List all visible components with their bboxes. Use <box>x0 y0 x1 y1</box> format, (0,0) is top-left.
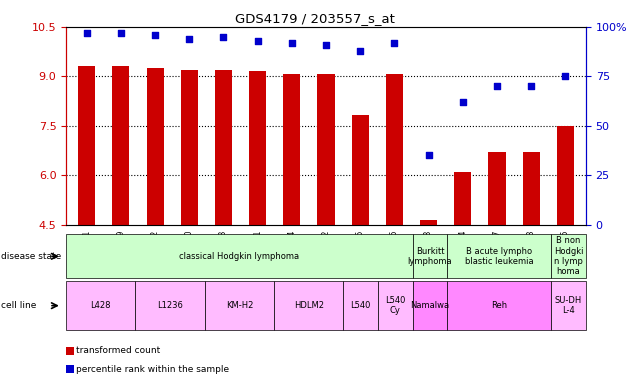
Text: percentile rank within the sample: percentile rank within the sample <box>76 364 229 374</box>
Point <box>321 41 331 48</box>
Point <box>458 99 468 105</box>
Bar <box>78 66 95 225</box>
Point <box>423 152 433 159</box>
Bar <box>205 281 274 330</box>
Text: disease state: disease state <box>1 252 62 261</box>
Bar <box>135 281 205 330</box>
Bar <box>447 234 551 278</box>
Bar <box>147 68 164 225</box>
Text: Burkitt
lymphoma: Burkitt lymphoma <box>408 247 452 266</box>
Point <box>355 48 365 54</box>
Bar <box>66 281 135 330</box>
Text: classical Hodgkin lymphoma: classical Hodgkin lymphoma <box>180 252 299 261</box>
Bar <box>557 126 574 225</box>
Text: L540
Cy: L540 Cy <box>385 296 406 315</box>
Point <box>219 34 229 40</box>
Text: B non
Hodgki
n lymp
homa: B non Hodgki n lymp homa <box>554 236 583 276</box>
Point <box>116 30 126 36</box>
Bar <box>386 74 403 225</box>
Bar <box>523 152 540 225</box>
Text: cell line: cell line <box>1 301 37 310</box>
Bar <box>551 281 586 330</box>
Text: L540: L540 <box>350 301 371 310</box>
Bar <box>112 66 129 225</box>
Bar <box>352 115 369 225</box>
Bar <box>274 281 343 330</box>
Text: L1236: L1236 <box>157 301 183 310</box>
Text: transformed count: transformed count <box>76 346 160 356</box>
Bar <box>413 281 447 330</box>
Text: SU-DH
L-4: SU-DH L-4 <box>555 296 582 315</box>
Bar <box>378 281 413 330</box>
Text: Namalwa: Namalwa <box>410 301 450 310</box>
Point <box>389 40 399 46</box>
Text: Reh: Reh <box>491 301 507 310</box>
Bar <box>447 281 551 330</box>
Point <box>82 30 92 36</box>
Point <box>150 32 160 38</box>
Point <box>526 83 536 89</box>
Text: B acute lympho
blastic leukemia: B acute lympho blastic leukemia <box>465 247 534 266</box>
Bar <box>413 234 447 278</box>
Bar <box>249 71 266 225</box>
Bar <box>318 74 335 225</box>
Point <box>492 83 502 89</box>
Text: L428: L428 <box>91 301 111 310</box>
Bar <box>215 70 232 225</box>
Text: KM-H2: KM-H2 <box>226 301 253 310</box>
Bar <box>284 74 301 225</box>
Point <box>253 38 263 44</box>
Point <box>184 36 194 42</box>
Text: HDLM2: HDLM2 <box>294 301 324 310</box>
Bar <box>420 220 437 225</box>
Point <box>287 40 297 46</box>
Bar <box>66 234 413 278</box>
Bar <box>551 234 586 278</box>
Point <box>560 73 570 79</box>
Bar <box>454 172 471 225</box>
Bar <box>343 281 378 330</box>
Bar <box>66 365 74 373</box>
Bar <box>488 152 505 225</box>
Bar <box>66 347 74 355</box>
Bar <box>181 70 198 225</box>
Text: GDS4179 / 203557_s_at: GDS4179 / 203557_s_at <box>235 12 395 25</box>
